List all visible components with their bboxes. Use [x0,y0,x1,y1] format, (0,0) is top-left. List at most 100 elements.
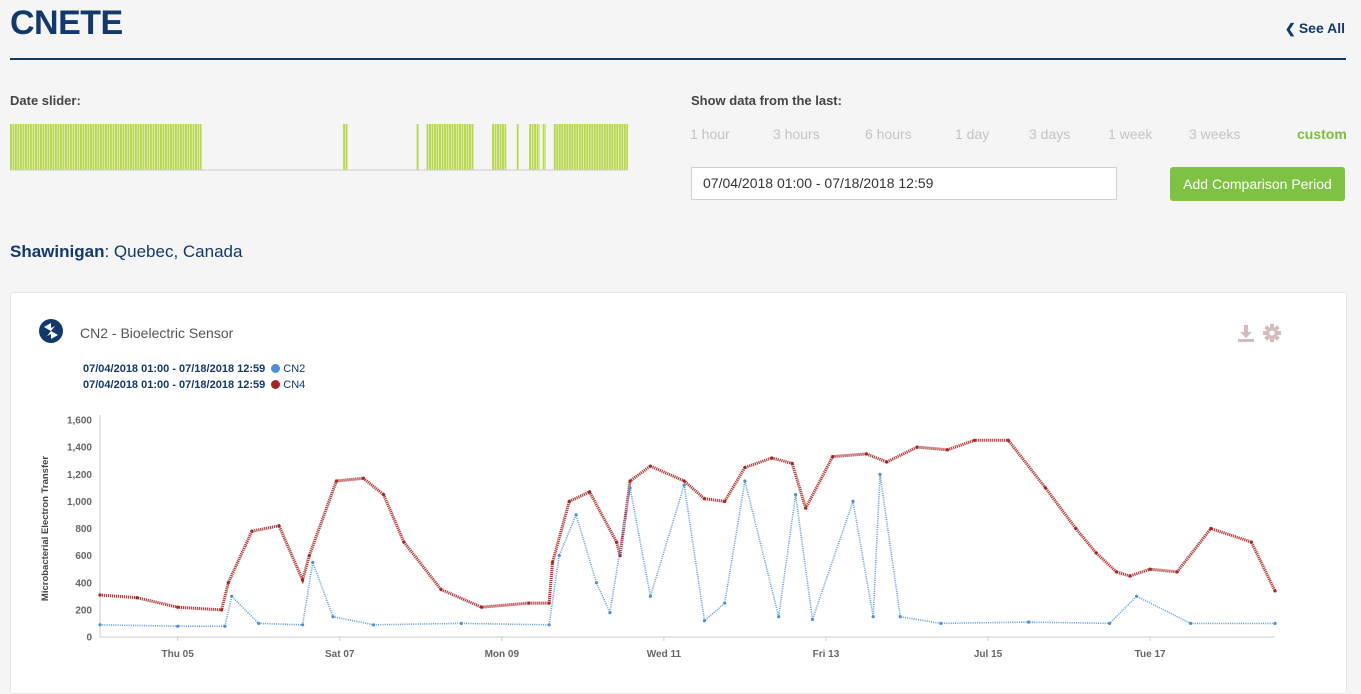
slider-bar [58,124,60,170]
range-option-1-day[interactable]: 1 day [955,126,989,142]
slider-bar [616,124,618,170]
data-point [649,465,652,468]
series-cn4 [98,439,1276,612]
date-range-input[interactable]: 07/04/2018 01:00 - 07/18/2018 12:59 [691,167,1117,200]
data-point [382,493,385,496]
slider-bar [158,124,160,170]
data-point [1128,574,1131,577]
slider-bar [78,124,80,170]
data-point [851,500,854,503]
slider-bar [429,124,431,170]
data-point [703,497,706,500]
slider-bar [140,124,142,170]
data-point [558,554,561,557]
slider-bar [130,124,132,170]
data-point [257,622,260,625]
slider-bar [165,124,167,170]
y-tick-label: 1,400 [67,443,92,454]
data-point [791,462,794,465]
range-option-6-hours[interactable]: 6 hours [865,126,912,142]
range-option-custom[interactable]: custom [1297,126,1347,142]
slider-bar [611,124,613,170]
slider-bar [100,124,102,170]
slider-bar [566,124,568,170]
gear-icon[interactable] [1262,323,1282,343]
data-point [402,541,405,544]
range-option-1-week[interactable]: 1 week [1108,126,1152,142]
slider-bar [183,124,185,170]
slider-bar [564,124,566,170]
slider-bar [13,124,15,170]
slider-bar [444,124,446,170]
slider-bar [343,124,345,170]
slider-bar [539,124,540,170]
download-icon[interactable] [1236,323,1256,343]
data-point [703,619,706,622]
see-all-link[interactable]: ❮See All [1285,20,1345,37]
y-tick-label: 1,600 [67,416,92,427]
data-point [831,455,834,458]
range-option-1-hour[interactable]: 1 hour [690,126,730,142]
slider-bar [437,124,439,170]
slider-bar [148,124,150,170]
data-point [308,554,311,557]
data-point [1176,570,1179,573]
slider-bar [492,124,494,170]
x-tick-label: Wed 11 [647,649,682,660]
location-region: Quebec, Canada [114,242,243,261]
slider-bar [168,124,170,170]
slider-bar [145,124,147,170]
data-point [301,623,304,626]
data-point [683,479,686,482]
data-point [743,466,746,469]
slider-bar [517,124,519,170]
slider-bar [120,124,122,170]
slider-bar [594,124,596,170]
slider-bar [73,124,75,170]
slider-bar [464,124,466,170]
sensor-logo-icon [39,319,63,343]
slider-bar [113,124,115,170]
data-point [608,611,611,614]
slider-bar [18,124,20,170]
slider-bar [45,124,47,170]
slider-bar [105,124,107,170]
slider-bar [589,124,591,170]
slider-bar [576,124,578,170]
add-comparison-period-button[interactable]: Add Comparison Period [1170,167,1345,201]
slider-bar [40,124,42,170]
y-tick-label: 1,200 [67,470,92,481]
data-point [176,625,179,628]
slider-bar [190,124,192,170]
data-point [136,596,139,599]
x-tick-label: Tue 17 [1135,649,1166,660]
data-point [1044,486,1047,489]
range-option-3-days[interactable]: 3 days [1029,126,1070,142]
data-point [551,561,554,564]
slider-bar [434,124,436,170]
data-point [743,479,746,482]
date-slider[interactable]: OctJanAprJul [10,118,628,180]
data-point [335,479,338,482]
y-tick-label: 400 [75,578,92,589]
slider-bar [23,124,25,170]
data-point [311,561,314,564]
slider-bar [447,124,449,170]
slider-bar [442,124,444,170]
data-point [794,493,797,496]
data-point [301,578,304,581]
range-option-3-weeks[interactable]: 3 weeks [1189,126,1240,142]
sensor-title: CN2 - Bioelectric Sensor [80,325,233,341]
slider-bar [185,124,187,170]
data-point [723,602,726,605]
slider-bar [556,124,558,170]
slider-bar [128,124,130,170]
data-point [1209,527,1212,530]
see-all-label: See All [1299,20,1345,36]
range-option-3-hours[interactable]: 3 hours [773,126,820,142]
slider-bar [98,124,100,170]
slider-bar [543,124,545,170]
